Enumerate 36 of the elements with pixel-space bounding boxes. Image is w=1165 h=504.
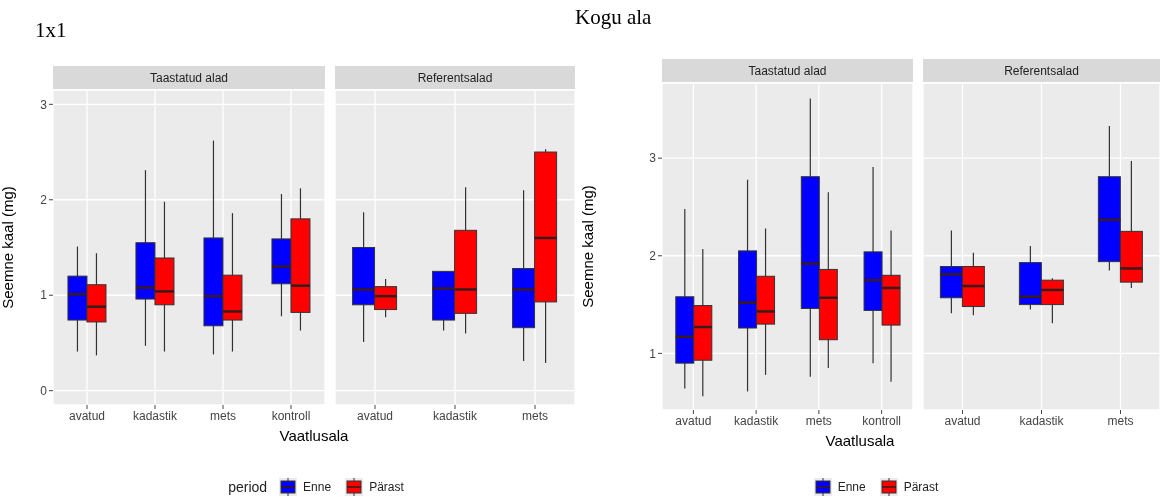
y-tick-label: 1 bbox=[649, 346, 657, 361]
y-axis-title: Seemne kaal (mg) bbox=[0, 186, 17, 309]
chart-subtitle: Referentsalad bbox=[923, 59, 1160, 82]
x-tick-label: mets bbox=[209, 408, 237, 423]
legend-label: Pärast bbox=[369, 480, 404, 494]
y-tick-label: 3 bbox=[40, 97, 48, 112]
legend-label: Enne bbox=[837, 480, 866, 494]
x-tick-label: avatud bbox=[68, 408, 106, 423]
chart-subtitle: Taastatud alad bbox=[662, 59, 913, 82]
y-tick-label: 3 bbox=[649, 151, 657, 166]
x-tick-label: kadastik bbox=[132, 408, 179, 423]
y-tick-label: 1 bbox=[40, 288, 48, 303]
x-tick-label: avatud bbox=[675, 413, 712, 428]
x-tick-label: avatud bbox=[944, 413, 981, 428]
x-tick-label: mets bbox=[521, 408, 549, 423]
legend-title: period bbox=[228, 479, 268, 495]
x-tick-label: kadastik bbox=[1019, 413, 1065, 428]
chart-subtitle: Referentsalad bbox=[335, 66, 575, 89]
y-tick-label: 0 bbox=[40, 383, 48, 398]
x-axis-title: Vaatlusala bbox=[824, 432, 896, 449]
x-tick-label: kadastik bbox=[734, 413, 780, 428]
x-tick-label: avatud bbox=[356, 408, 394, 423]
x-tick-label: mets bbox=[1107, 413, 1134, 428]
y-tick-label: 2 bbox=[40, 193, 48, 208]
legend-label: Pärast bbox=[903, 480, 939, 494]
legend-label: Enne bbox=[303, 480, 332, 494]
y-tick-label: 2 bbox=[649, 249, 657, 264]
x-tick-label: kontroll bbox=[862, 413, 901, 428]
chart-subtitle: Taastatud alad bbox=[53, 66, 325, 89]
chart-title: 1x1 bbox=[35, 18, 67, 43]
x-axis-title: Vaatlusala bbox=[278, 427, 350, 444]
x-tick-label: kadastik bbox=[432, 408, 479, 423]
chart-title: Kogu ala bbox=[575, 5, 652, 30]
x-tick-label: kontroll bbox=[271, 408, 311, 423]
x-tick-label: mets bbox=[805, 413, 832, 428]
y-axis-title: Seemne kaal (mg) bbox=[579, 185, 597, 308]
